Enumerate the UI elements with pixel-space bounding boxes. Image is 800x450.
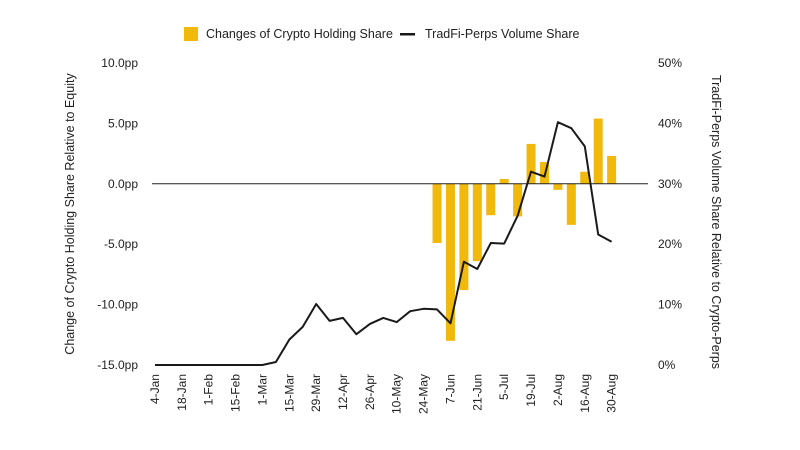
- legend-label-crypto-holding: Changes of Crypto Holding Share: [206, 27, 393, 41]
- bar: [513, 183, 523, 217]
- x-tick-label: 21-Jun: [470, 374, 484, 411]
- legend-swatch-crypto-holding: [184, 27, 198, 41]
- bar: [553, 183, 563, 190]
- x-tick-label: 2-Aug: [551, 374, 565, 406]
- left-axis-ticks: 10.0pp 5.0pp 0.0pp -5.0pp -10.0pp -15.0pp: [97, 56, 138, 372]
- y-tick-label-right: 10%: [658, 298, 682, 312]
- y-axis-title-left: Change of Crypto Holding Share Relative …: [63, 73, 77, 355]
- x-tick-label: 10-May: [390, 374, 404, 414]
- y-tick-label-left: -5.0pp: [104, 237, 138, 251]
- y-tick-label-left: 5.0pp: [108, 116, 138, 130]
- bar: [580, 171, 590, 184]
- x-tick-label: 19-Jul: [524, 374, 538, 407]
- legend: Changes of Crypto Holding Share TradFi-P…: [184, 27, 580, 41]
- bar: [607, 156, 617, 184]
- bar: [486, 183, 496, 216]
- x-tick-label: 12-Apr: [336, 374, 350, 410]
- y-tick-label-left: -15.0pp: [97, 358, 138, 372]
- x-tick-label: 1-Feb: [202, 374, 216, 406]
- x-tick-label: 18-Jan: [175, 374, 189, 411]
- legend-swatch-tradfi-perps: [400, 33, 415, 36]
- bars-group: [432, 118, 617, 341]
- x-tick-label: 15-Mar: [282, 374, 296, 412]
- bar: [566, 183, 576, 225]
- x-tick-label: 1-Mar: [255, 374, 269, 405]
- x-tick-label: 5-Jul: [497, 374, 511, 400]
- x-axis-ticks: 4-Jan 18-Jan 1-Feb 15-Feb 1-Mar 15-Mar 29-Mar 1…: [148, 374, 619, 414]
- x-tick-label: 24-May: [417, 374, 431, 414]
- legend-label-tradfi-perps: TradFi-Perps Volume Share: [425, 27, 580, 41]
- y-tick-label-right: 0%: [658, 358, 676, 372]
- y-tick-label-right: 40%: [658, 116, 682, 130]
- x-tick-label: 30-Aug: [605, 374, 619, 413]
- y-axis-title-right: TradFi-Perps Volume Share Relative to Cr…: [709, 75, 723, 369]
- right-axis-ticks: 50% 40% 30% 20% 10% 0%: [658, 56, 682, 372]
- x-tick-label: 15-Feb: [229, 374, 243, 412]
- bar: [499, 178, 509, 184]
- x-tick-label: 4-Jan: [148, 374, 162, 404]
- bar: [459, 183, 469, 291]
- bar: [526, 143, 536, 184]
- y-tick-label-left: 10.0pp: [101, 56, 138, 70]
- y-tick-label-left: -10.0pp: [97, 298, 138, 312]
- x-tick-label: 7-Jun: [444, 374, 458, 404]
- bar: [432, 183, 442, 243]
- y-tick-label-right: 50%: [658, 56, 682, 70]
- bar: [472, 183, 482, 262]
- y-tick-label-left: 0.0pp: [108, 177, 138, 191]
- line-series-tradfi-perps: [155, 121, 613, 366]
- line-group: [155, 121, 613, 366]
- x-tick-label: 29-Mar: [309, 374, 323, 412]
- x-tick-label: 16-Aug: [578, 374, 592, 413]
- y-tick-label-right: 20%: [658, 237, 682, 251]
- x-tick-label: 26-Apr: [363, 374, 377, 410]
- bar: [445, 183, 455, 341]
- y-tick-label-right: 30%: [658, 177, 682, 191]
- bar: [593, 118, 603, 184]
